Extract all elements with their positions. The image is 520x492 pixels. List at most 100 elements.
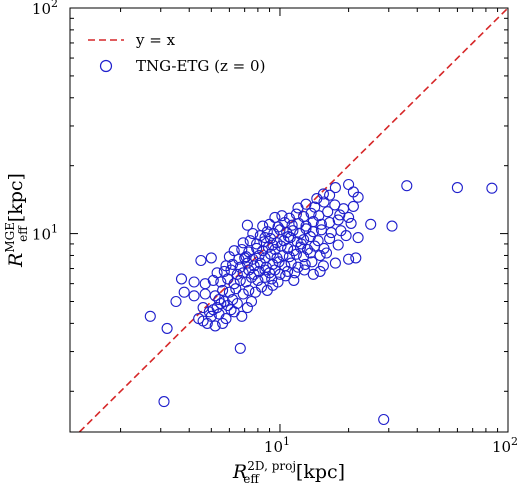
data-point	[188, 290, 200, 302]
data-point	[288, 274, 300, 286]
data-point	[343, 253, 355, 265]
data-point	[345, 217, 357, 229]
legend: y = x TNG-ETG (z = 0)	[88, 31, 265, 75]
data-point	[237, 267, 249, 279]
data-point	[329, 257, 341, 269]
data-point	[248, 260, 260, 272]
data-point	[292, 261, 304, 273]
data-point	[347, 200, 359, 212]
data-point	[257, 245, 269, 257]
data-point	[486, 182, 498, 194]
data-point	[197, 302, 209, 314]
data-point	[263, 218, 276, 230]
axes-frame	[69, 7, 509, 433]
data-point	[251, 242, 263, 254]
legend-marker-swatch	[99, 59, 113, 73]
data-point	[290, 208, 302, 220]
data-point	[315, 218, 327, 230]
legend-label: TNG-ETG (z = 0)	[136, 57, 265, 75]
data-point	[228, 245, 240, 257]
data-point	[178, 286, 190, 298]
data-point	[233, 253, 245, 265]
data-point	[386, 220, 398, 232]
data-point	[317, 188, 329, 200]
data-point	[211, 267, 223, 279]
data-point	[205, 252, 217, 264]
data-point	[324, 233, 336, 245]
data-point	[343, 178, 355, 191]
data-point	[231, 268, 243, 280]
data-point	[318, 242, 330, 254]
data-point	[401, 180, 413, 192]
data-point	[307, 216, 319, 228]
data-point	[209, 320, 221, 332]
data-point	[305, 207, 317, 219]
data-point	[275, 240, 287, 252]
data-point	[307, 268, 319, 280]
data-point	[211, 302, 223, 314]
data-point	[236, 310, 248, 322]
data-point	[318, 196, 330, 208]
data-point	[209, 290, 221, 302]
y-tick-label: 102	[32, 0, 58, 18]
data-point	[274, 268, 286, 280]
data-point	[301, 243, 314, 256]
data-point	[243, 284, 255, 296]
data-point	[244, 235, 256, 247]
data-point	[306, 256, 318, 268]
data-point	[298, 264, 310, 276]
data-point	[239, 252, 251, 264]
data-point	[329, 182, 341, 194]
data-point	[237, 237, 249, 249]
x-tick-label: 102	[492, 435, 518, 456]
data-point	[352, 232, 364, 244]
data-point	[272, 276, 284, 288]
data-point	[332, 239, 344, 251]
data-point	[195, 254, 207, 267]
data-point	[213, 294, 225, 306]
data-point	[324, 189, 336, 201]
y-tick-label: 101	[32, 223, 58, 244]
data-point	[267, 258, 279, 270]
data-point	[315, 224, 327, 236]
data-point	[257, 220, 269, 232]
data-point	[247, 228, 259, 240]
data-point	[378, 413, 390, 426]
data-point	[309, 201, 321, 213]
data-point	[223, 286, 235, 298]
data-point	[218, 295, 230, 308]
data-point	[230, 283, 242, 295]
x-axis-label: R2D, proj eff [kpc]	[232, 459, 345, 486]
data-point	[269, 211, 281, 223]
data-point	[237, 288, 249, 300]
data-point	[343, 211, 355, 223]
data-point	[295, 238, 307, 250]
data-point	[451, 182, 463, 194]
x-tick-label: 101	[264, 435, 290, 456]
data-point	[286, 219, 298, 231]
data-point	[227, 294, 239, 306]
data-points	[144, 178, 498, 426]
data-point	[299, 258, 311, 270]
data-point	[234, 342, 246, 354]
data-point	[158, 396, 170, 408]
data-point	[175, 273, 188, 285]
data-point	[365, 218, 377, 230]
data-point	[245, 271, 258, 283]
data-point	[314, 249, 326, 262]
data-point	[245, 295, 258, 308]
data-point	[215, 276, 227, 288]
data-point	[271, 252, 283, 264]
data-point	[144, 310, 156, 322]
data-point	[335, 225, 347, 237]
axis-labels: 101 102 101 102 R2D, proj eff [kpc] RMGEeff[kpc…	[3, 0, 518, 486]
data-point	[312, 235, 324, 247]
data-point	[276, 210, 288, 222]
data-point	[218, 265, 230, 277]
data-point	[259, 232, 271, 244]
axis-ticks	[70, 7, 509, 432]
data-point	[322, 206, 334, 218]
legend-label: y = x	[135, 31, 176, 49]
data-point	[314, 265, 326, 277]
